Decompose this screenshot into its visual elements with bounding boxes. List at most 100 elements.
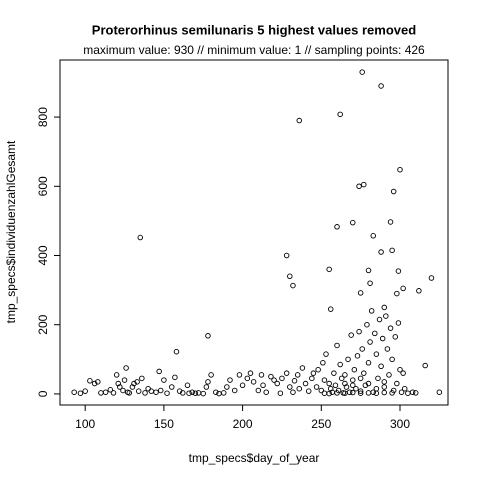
y-tick-label: 600 [36,176,50,196]
point [400,370,406,376]
point [428,275,435,281]
point [283,252,290,259]
point [348,332,354,338]
point [356,328,362,335]
chart-subtitle: maximum value: 930 // minimum value: 1 /… [83,43,425,57]
point [323,351,329,357]
point [153,389,159,395]
point [247,370,254,376]
point [213,389,219,395]
point [381,389,388,396]
point [302,380,309,387]
point [283,370,290,376]
point [87,378,93,384]
point [172,374,178,381]
point [379,335,386,342]
point [359,69,365,75]
point [320,360,326,366]
point [364,321,370,328]
point [173,348,180,355]
y-tick-label: 0 [36,390,50,397]
point [203,384,210,390]
point [357,290,364,296]
point [378,363,384,369]
point [394,380,400,387]
point [405,390,411,396]
point [373,385,380,392]
point [189,389,195,395]
point [139,375,145,382]
point [296,385,303,392]
point [296,117,303,124]
point [315,366,321,373]
point [224,384,230,390]
point [397,366,403,373]
point [392,334,399,340]
point [195,390,202,396]
point [200,390,206,397]
point [331,370,337,376]
point [263,389,269,395]
point [326,390,332,397]
point [318,387,325,394]
point [82,388,88,394]
point [290,389,296,395]
point [356,183,362,190]
point [390,188,397,195]
point [192,390,199,396]
point [255,387,262,394]
point [326,266,332,273]
point [436,389,443,395]
point [134,379,140,385]
point [184,382,191,389]
point [117,384,123,390]
plot-frame [59,59,449,406]
point [71,389,77,395]
point [389,356,395,363]
point [383,313,389,319]
point [110,390,117,396]
point [287,384,293,390]
point [351,366,358,373]
point [376,316,383,323]
point [332,382,339,389]
chart-title: Proterorhinus semilunaris 5 highest valu… [92,22,416,37]
point [350,389,356,396]
point [326,380,332,387]
point [274,380,280,387]
point [365,267,372,274]
point [354,353,361,359]
point [342,372,348,378]
point [169,384,175,390]
point [321,377,328,383]
y-tick-label: 800 [36,107,50,127]
point [287,273,293,280]
point [398,389,405,395]
point [205,379,211,385]
point [157,387,164,394]
point [309,375,315,382]
y-tick-label: 200 [36,314,50,334]
point [107,387,114,393]
point [334,224,340,230]
point [350,382,356,389]
point [161,377,167,383]
x-tick-label: 100 [75,417,95,431]
point [231,387,238,394]
point [135,388,142,394]
point [164,390,170,396]
point [321,390,328,396]
point [95,379,101,385]
x-tick-label: 150 [154,417,174,431]
x-tick-label: 300 [390,417,410,431]
point [372,330,378,337]
point [120,387,126,394]
point [148,388,155,394]
x-axis-label: tmp_specs$day_of_year [189,451,320,465]
point [239,382,246,389]
point [365,390,372,396]
point [137,234,144,241]
point [387,219,394,225]
point [77,390,84,396]
